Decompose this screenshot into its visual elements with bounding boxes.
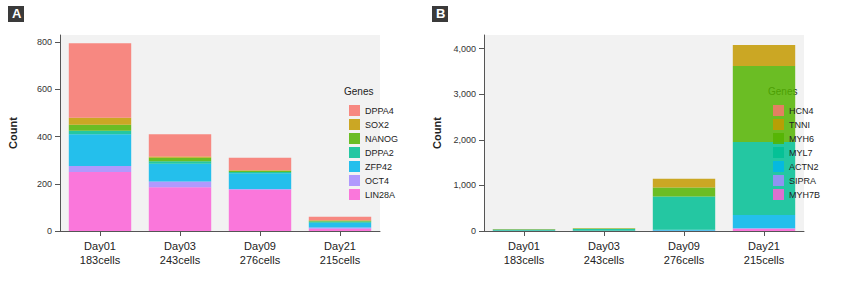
svg-text:Day03: Day03 [164,240,196,252]
svg-text:3,000: 3,000 [453,89,476,99]
svg-text:215cells: 215cells [744,254,785,266]
svg-text:0: 0 [471,226,476,236]
svg-text:Day09: Day09 [244,240,276,252]
svg-text:800: 800 [37,37,52,47]
svg-text:400: 400 [37,132,52,142]
svg-text:200: 200 [37,179,52,189]
svg-text:NANOG: NANOG [365,134,398,144]
svg-text:215cells: 215cells [320,254,361,266]
svg-text:4,000: 4,000 [453,44,476,54]
svg-text:243cells: 243cells [160,254,201,266]
svg-text:Day01: Day01 [508,240,540,252]
svg-text:LIN28A: LIN28A [365,190,395,200]
svg-text:HCN4: HCN4 [789,106,814,116]
svg-text:243cells: 243cells [584,254,625,266]
svg-text:A: A [12,6,22,21]
svg-text:Day09: Day09 [668,240,700,252]
svg-text:1,000: 1,000 [453,180,476,190]
svg-text:B: B [436,6,445,21]
svg-text:Count: Count [431,117,443,149]
svg-text:ZFP42: ZFP42 [365,162,392,172]
svg-text:SIPRA: SIPRA [789,176,816,186]
svg-text:DPPA4: DPPA4 [365,106,394,116]
svg-text:Count: Count [7,117,19,149]
svg-text:MYH7B: MYH7B [789,190,820,200]
svg-text:Genes: Genes [344,86,373,97]
svg-text:Day21: Day21 [748,240,780,252]
svg-text:276cells: 276cells [240,254,281,266]
svg-text:ACTN2: ACTN2 [789,162,819,172]
svg-text:183cells: 183cells [504,254,545,266]
svg-text:TNNI: TNNI [789,120,810,130]
svg-text:600: 600 [37,84,52,94]
svg-text:OCT4: OCT4 [365,176,389,186]
svg-text:Day03: Day03 [588,240,620,252]
svg-text:0: 0 [47,226,52,236]
svg-text:DPPA2: DPPA2 [365,148,394,158]
svg-text:2,000: 2,000 [453,135,476,145]
svg-text:183cells: 183cells [80,254,121,266]
svg-text:SOX2: SOX2 [365,120,389,130]
svg-text:MYL7: MYL7 [789,148,813,158]
svg-text:Day01: Day01 [84,240,116,252]
svg-text:MYH6: MYH6 [789,134,814,144]
svg-text:276cells: 276cells [664,254,705,266]
svg-text:Day21: Day21 [324,240,356,252]
